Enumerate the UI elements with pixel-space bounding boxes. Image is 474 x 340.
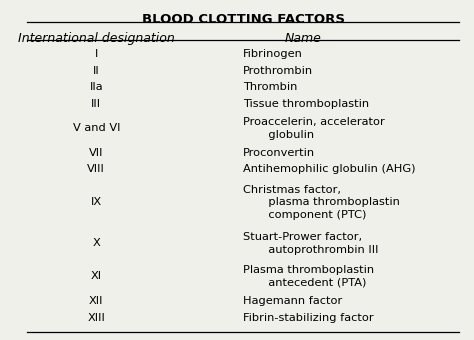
Text: V and VI: V and VI xyxy=(73,123,120,133)
Text: Fibrinogen: Fibrinogen xyxy=(243,49,303,59)
Text: Christmas factor,
       plasma thromboplastin
       component (PTC): Christmas factor, plasma thromboplastin … xyxy=(243,185,400,220)
Text: BLOOD CLOTTING FACTORS: BLOOD CLOTTING FACTORS xyxy=(142,13,345,26)
Text: Stuart-Prower factor,
       autoprothrombin III: Stuart-Prower factor, autoprothrombin II… xyxy=(243,232,379,255)
Text: II: II xyxy=(93,66,100,75)
Text: Tissue thromboplastin: Tissue thromboplastin xyxy=(243,99,369,108)
Text: International designation: International designation xyxy=(18,32,174,46)
Text: X: X xyxy=(92,238,100,249)
Text: IX: IX xyxy=(91,197,102,207)
Text: VIII: VIII xyxy=(87,164,105,174)
Text: Proconvertin: Proconvertin xyxy=(243,148,315,158)
Text: Name: Name xyxy=(284,32,321,46)
Text: III: III xyxy=(91,99,101,108)
Text: Prothrombin: Prothrombin xyxy=(243,66,313,75)
Text: XII: XII xyxy=(89,296,103,306)
Text: VII: VII xyxy=(89,148,103,158)
Text: XI: XI xyxy=(91,271,102,282)
Text: Hagemann factor: Hagemann factor xyxy=(243,296,342,306)
Text: XIII: XIII xyxy=(87,312,105,323)
Text: Plasma thromboplastin
       antecedent (PTA): Plasma thromboplastin antecedent (PTA) xyxy=(243,265,374,288)
Text: I: I xyxy=(95,49,98,59)
Text: Proaccelerin, accelerator
       globulin: Proaccelerin, accelerator globulin xyxy=(243,117,385,140)
Text: Antihemophilic globulin (AHG): Antihemophilic globulin (AHG) xyxy=(243,164,416,174)
Text: Thrombin: Thrombin xyxy=(243,82,298,92)
Text: Fibrin-stabilizing factor: Fibrin-stabilizing factor xyxy=(243,312,374,323)
Text: IIa: IIa xyxy=(90,82,103,92)
